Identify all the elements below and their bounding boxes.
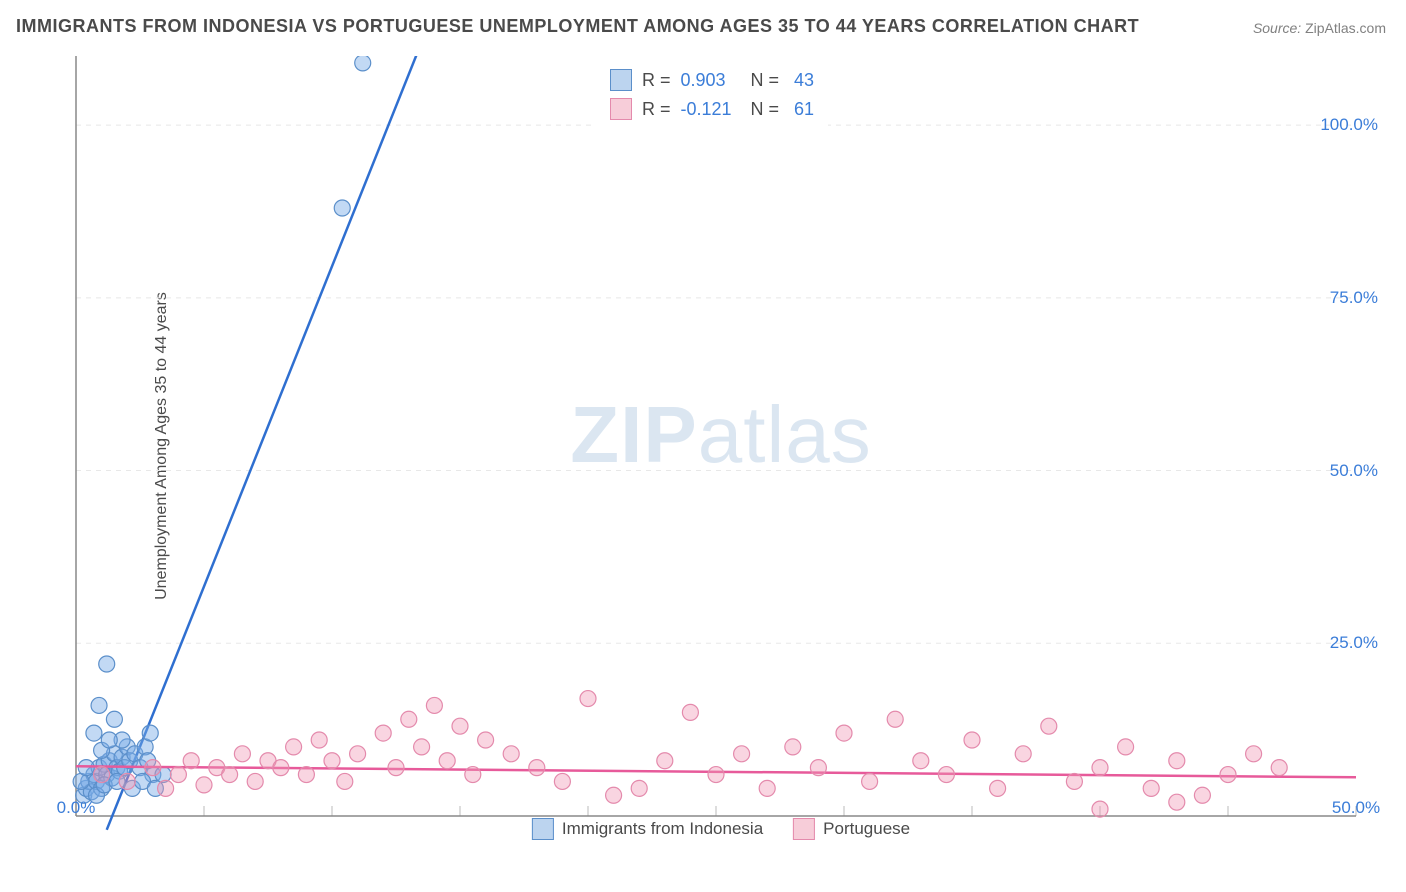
source-value: ZipAtlas.com (1305, 20, 1386, 36)
legend-n-value: 61 (789, 95, 814, 124)
source-label: Source: (1253, 20, 1301, 36)
y-tick-label: 50.0% (1330, 461, 1378, 481)
legend-swatch (793, 818, 815, 840)
series-legend-item: Immigrants from Indonesia (532, 818, 763, 840)
legend-swatch (532, 818, 554, 840)
legend-r-label: R = (642, 95, 671, 124)
legend-n-value: 43 (789, 66, 814, 95)
source-attribution: Source: ZipAtlas.com (1253, 20, 1386, 36)
legend-swatch (610, 69, 632, 91)
scatter-chart (56, 56, 1386, 846)
chart-area: ZIPatlas R =0.903N = 43R =-0.121N = 61 I… (56, 56, 1386, 846)
series-legend-item: Portuguese (793, 818, 910, 840)
legend-r-value: -0.121 (681, 95, 741, 124)
x-tick-label: 0.0% (57, 798, 96, 818)
y-tick-label: 75.0% (1330, 288, 1378, 308)
y-tick-label: 25.0% (1330, 633, 1378, 653)
series-legend-label: Immigrants from Indonesia (562, 819, 763, 839)
series-legend: Immigrants from Indonesia Portuguese (532, 818, 910, 840)
stats-legend-row: R = -0.121 N = 61 (610, 95, 814, 124)
y-tick-label: 100.0% (1320, 115, 1378, 135)
legend-n-label: N = (751, 95, 780, 124)
chart-title: IMMIGRANTS FROM INDONESIA VS PORTUGUESE … (16, 16, 1139, 37)
series-legend-label: Portuguese (823, 819, 910, 839)
legend-n-label: N = (751, 66, 780, 95)
x-tick-label: 50.0% (1332, 798, 1380, 818)
stats-legend: R = 0.903 N = 43 R = -0.121 N = 61 (596, 60, 828, 130)
legend-r-label: R = (642, 66, 671, 95)
legend-swatch (610, 98, 632, 120)
stats-legend-row: R = 0.903 N = 43 (610, 66, 814, 95)
legend-r-value: 0.903 (681, 66, 741, 95)
